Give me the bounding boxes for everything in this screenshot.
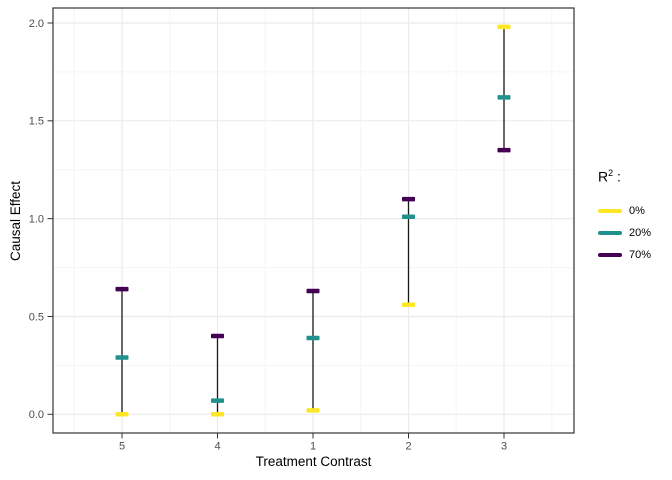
crossbar-70% bbox=[115, 286, 129, 292]
crossbar-20% bbox=[115, 355, 129, 360]
x-tick-label: 1 bbox=[310, 441, 316, 453]
y-axis-title: Causal Effect bbox=[8, 180, 23, 262]
y-tick-label: 0.5 bbox=[29, 311, 44, 323]
crossbar-0% bbox=[306, 408, 320, 413]
y-tick-label: 2.0 bbox=[29, 18, 44, 30]
crossbar-20% bbox=[306, 335, 320, 341]
y-tick-label: 0.0 bbox=[29, 409, 44, 421]
crossbar-0% bbox=[402, 302, 415, 307]
crossbar-20% bbox=[497, 95, 511, 100]
y-tick-label: 1.0 bbox=[29, 213, 44, 225]
legend-item-20pct: 20% bbox=[598, 222, 651, 244]
legend-swatch-20pct bbox=[598, 231, 622, 235]
crossbar-20% bbox=[211, 398, 224, 403]
x-axis-title: Treatment Contrast bbox=[255, 454, 372, 469]
legend-title: R2 : bbox=[598, 168, 651, 188]
legend-item-0pct: 0% bbox=[598, 200, 651, 222]
crossbar-0% bbox=[497, 24, 511, 30]
x-tick-label: 3 bbox=[501, 441, 507, 453]
x-tick-label: 4 bbox=[214, 441, 220, 453]
crossbar-70% bbox=[497, 147, 511, 153]
crossbar-0% bbox=[211, 412, 224, 417]
crossbar-70% bbox=[211, 333, 224, 339]
crossbar-20% bbox=[402, 214, 415, 219]
crossbar-0% bbox=[115, 412, 129, 417]
legend-title-suffix: : bbox=[613, 168, 621, 185]
legend-title-superscript: 2 bbox=[608, 168, 614, 178]
legend-item-70pct: 70% bbox=[598, 244, 651, 266]
legend-label-20pct: 20% bbox=[629, 227, 652, 239]
x-tick-label: 5 bbox=[119, 441, 125, 453]
legend: R2 : 0% 20% 70% bbox=[598, 168, 651, 266]
crossbar-70% bbox=[402, 196, 415, 202]
legend-title-base: R bbox=[598, 168, 609, 185]
x-tick-label: 2 bbox=[405, 441, 411, 453]
legend-swatch-70pct bbox=[598, 253, 622, 257]
crossbar-70% bbox=[306, 288, 320, 294]
legend-swatch-0pct bbox=[598, 209, 622, 213]
legend-label-70pct: 70% bbox=[629, 249, 652, 261]
legend-label-0pct: 0% bbox=[629, 205, 645, 217]
y-tick-label: 1.5 bbox=[29, 116, 44, 128]
